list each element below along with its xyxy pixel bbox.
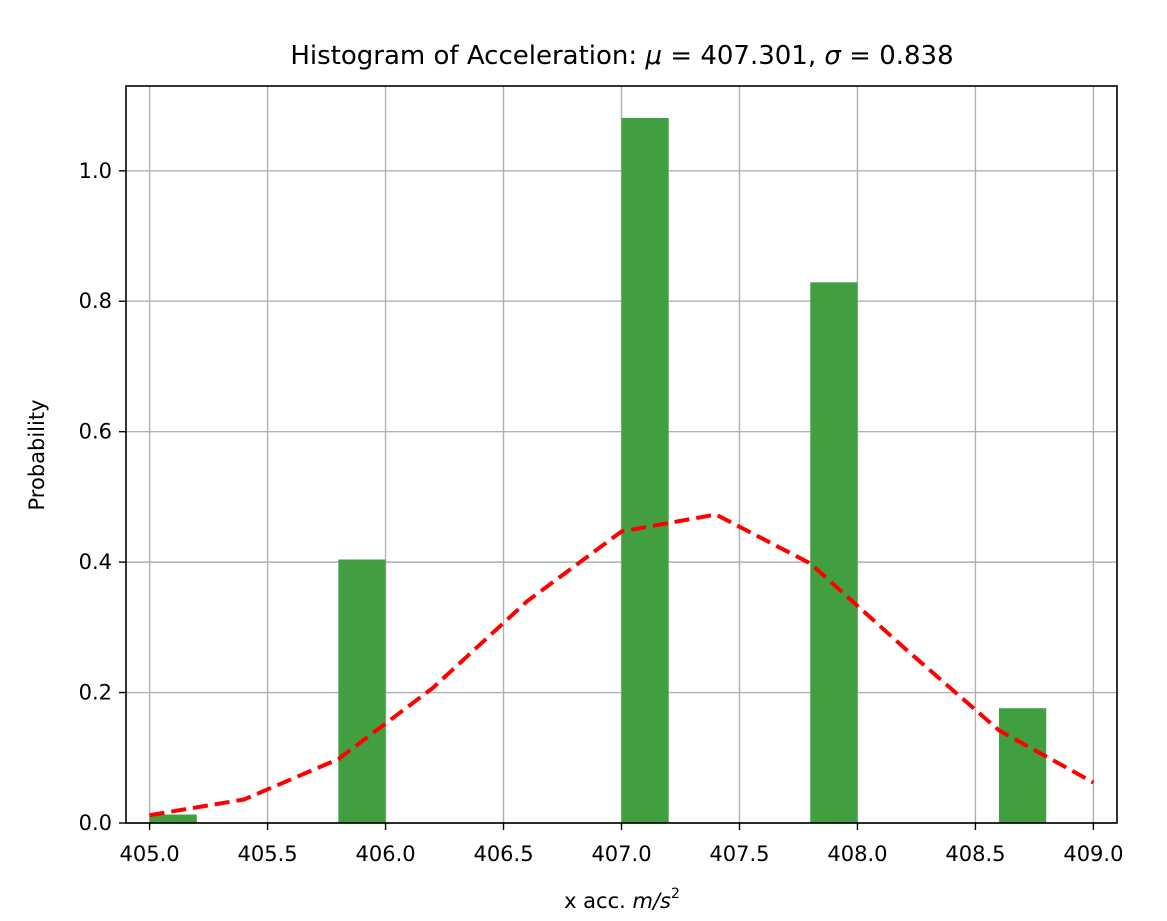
bars [149, 117, 1047, 824]
histogram-bar [999, 708, 1047, 823]
x-tick-label: 407.0 [591, 842, 651, 866]
x-tick-label: 408.0 [827, 842, 887, 866]
histogram-bar [810, 282, 858, 823]
y-axis-ticks: 0.0 0.2 0.4 0.6 0.8 1.0 [79, 159, 126, 835]
y-tick-label: 0.2 [79, 681, 112, 705]
y-tick-label: 0.6 [79, 420, 112, 444]
y-tick-label: 1.0 [79, 159, 112, 183]
x-axis-label-exponent: 2 [671, 886, 680, 902]
x-tick-label: 407.5 [709, 842, 769, 866]
y-axis-label: Probability [25, 399, 49, 510]
x-tick-label: 405.0 [120, 842, 180, 866]
x-axis-label-unit: m/s [633, 889, 672, 913]
sigma-value: 0.838 [879, 41, 953, 71]
x-axis-label-prefix: x acc. [564, 889, 632, 913]
histogram-bar [149, 814, 197, 823]
normal-fit-line [149, 512, 1095, 818]
y-tick-label: 0.0 [79, 811, 112, 835]
y-tick-label: 0.4 [79, 550, 112, 574]
x-tick-label: 405.5 [238, 842, 298, 866]
x-axis-ticks: 405.0 405.5 406.0 406.5 407.0 407.5 408.0 408.5… [120, 823, 1123, 866]
mu-symbol: μ [644, 41, 662, 71]
x-tick-label: 406.0 [355, 842, 415, 866]
mu-value: 407.301 [700, 41, 808, 71]
x-axis-label: x acc. m/s2 [564, 886, 680, 913]
x-tick-label: 409.0 [1063, 842, 1123, 866]
fit-line-group [149, 512, 1095, 818]
y-tick-label: 0.8 [79, 289, 112, 313]
chart-title-text: Histogram of Acceleration [290, 41, 628, 71]
x-tick-label: 408.5 [945, 842, 1005, 866]
chart-title: Histogram of Acceleration: μ = 407.301, … [290, 41, 953, 71]
sigma-symbol: σ [824, 41, 842, 71]
histogram-bar [621, 117, 669, 824]
x-tick-label: 406.5 [473, 842, 533, 866]
histogram-bar [338, 559, 386, 823]
